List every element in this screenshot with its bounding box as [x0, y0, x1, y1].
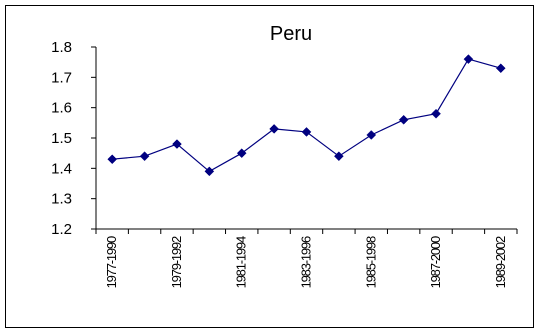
x-tick-label: 1987-2000 — [428, 236, 443, 288]
data-point-marker — [107, 154, 118, 165]
x-tick-label: 1981-1994 — [234, 236, 249, 288]
data-point-marker — [139, 151, 150, 162]
x-tick-label: 1977-1990 — [104, 236, 119, 288]
y-tick-label: 1.2 — [51, 221, 72, 238]
x-tick-label: 1989-2002 — [493, 236, 508, 288]
series-line — [112, 58, 501, 173]
data-point-marker — [431, 108, 441, 119]
y-tick-label: 1.3 — [51, 191, 72, 208]
data-point-marker — [495, 63, 506, 74]
data-point-marker — [398, 114, 409, 125]
data-point-marker — [366, 130, 377, 140]
y-tick-label: 1.4 — [51, 160, 72, 177]
series-line-layer — [112, 58, 501, 173]
x-tick-label: 1985-1998 — [363, 236, 378, 288]
data-point-marker — [463, 54, 474, 64]
data-point-marker — [269, 124, 279, 134]
x-tick-label: 1983-1996 — [299, 236, 314, 288]
y-tick-label: 1.6 — [51, 100, 72, 117]
data-point-marker — [334, 151, 344, 162]
data-point-marker — [236, 148, 247, 159]
data-point-marker — [172, 139, 182, 149]
y-tick-label: 1.5 — [51, 130, 72, 147]
y-tick-label: 1.7 — [51, 69, 72, 86]
axes — [91, 46, 518, 234]
data-points — [107, 54, 506, 177]
x-tick-label: 1979-1992 — [169, 236, 184, 288]
tick-labels: 1.2 1.3 1.4 1.5 1.6 1.7 1.8 1977-1990 1979-1992 1… — [51, 39, 508, 288]
data-point-marker — [204, 166, 215, 177]
chart-frame — [5, 5, 534, 328]
y-tick-label: 1.8 — [51, 39, 72, 56]
chart-title: Peru — [270, 23, 312, 45]
data-point-marker — [301, 127, 312, 137]
